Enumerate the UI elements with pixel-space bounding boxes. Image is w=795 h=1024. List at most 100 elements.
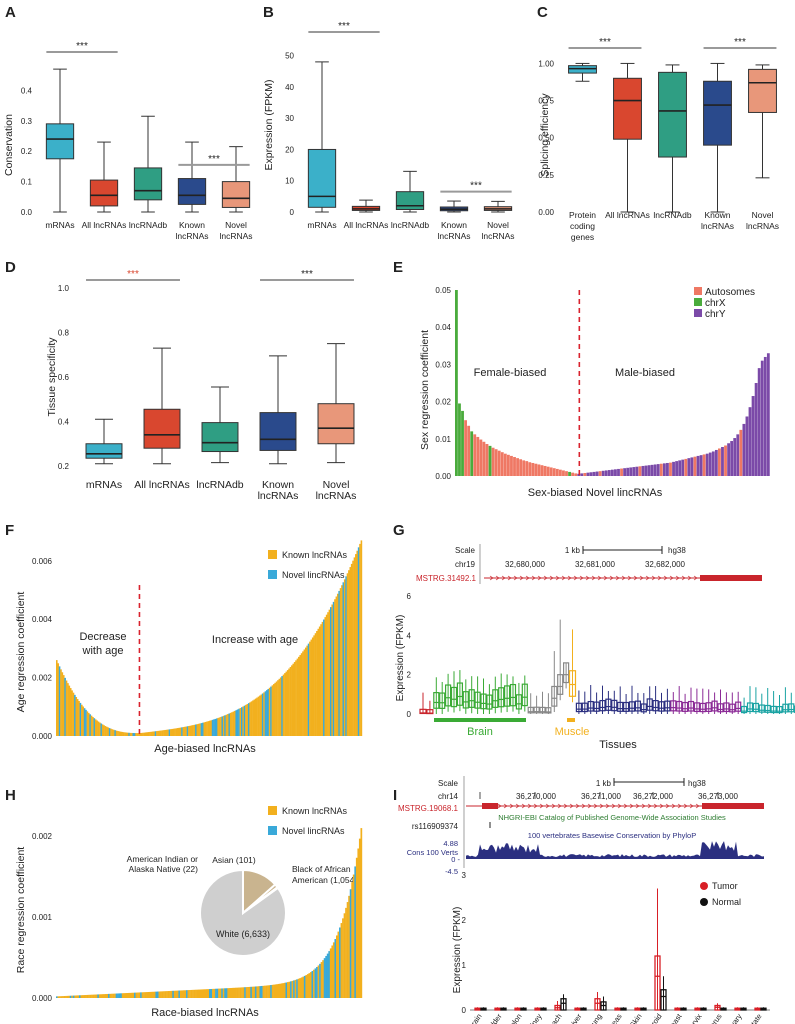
e-bar-male [617,468,620,476]
panel-e-sex-biased-bars: Sex regression coefficient Sex-biased No… [419,286,770,499]
e-bar-female [455,290,458,476]
f-bar [75,696,78,736]
legend-label-novel-lincrnas-h: Novel lincRNAs [282,826,345,836]
g-box [433,692,440,709]
i-tissue-label: Lung [587,1012,604,1024]
h-bar [345,907,347,998]
h-xlabel: Race-biased lncRNAs [151,1007,259,1019]
f-bar [231,712,233,736]
h-bar [348,895,350,998]
g-box [605,698,612,711]
e-bar-male [656,464,660,476]
h-bar [108,993,110,998]
f-bar [60,669,62,736]
h-bar [279,983,282,998]
f-bar [62,675,65,736]
h-bar [160,991,162,998]
f-bar [316,631,318,736]
g-box [646,698,653,711]
f-bar [204,721,207,736]
h-bar [290,981,292,998]
i-chrom: chr14 [438,792,459,801]
i-intron-chevron [533,803,538,809]
f-bar [346,573,349,736]
f-bar [257,696,260,736]
e-bar-male [766,353,770,476]
category-label: genes [571,232,594,242]
category-label: Novel [323,479,350,491]
h-bar [80,995,83,998]
e-bar-male [724,445,727,476]
e-ytick-label: 0.00 [435,472,451,481]
category-label: Known [262,479,294,491]
f-bar [355,554,357,736]
h-bar [179,990,182,998]
f-bar [261,693,264,736]
g-box [687,700,695,712]
category-label: Novel [752,210,774,220]
e-bar-male [721,446,724,476]
e-bar-male [681,459,685,476]
e-bar-male [763,356,767,476]
f-bar [160,730,162,736]
h-bar [294,979,297,998]
h-bar [144,992,147,998]
f-bar [67,683,69,736]
h-bar [72,995,75,998]
box-c-3 [703,80,732,146]
e-bar-female [571,472,575,476]
h-bar [331,945,334,998]
f-bar [222,715,225,736]
i-intron-chevron [605,803,610,809]
e-bar-female [522,460,526,476]
legend-swatch-chry [694,309,702,317]
f-region-increase: Increase with age [212,634,298,646]
legend-label-tumor: Tumor [712,881,738,891]
h-bar [166,991,168,998]
h-bar [339,927,341,998]
g-box [788,703,795,713]
h-bar [215,988,217,998]
f-bar [266,690,268,736]
i-intron-chevron [689,803,694,809]
g-intron-chevron [669,575,674,581]
i-tissue-label: Ovary [725,1012,744,1024]
f-bar [202,722,204,736]
f-bar [211,719,214,736]
e-bar-female [494,449,498,476]
f-bar [90,715,93,736]
f-bar [313,635,315,736]
i-tissue-label: Uterus [704,1012,724,1024]
i-intron-chevron [641,803,646,809]
e-bar-male [614,469,617,476]
h-bar [59,996,61,998]
category-label: All lncRNAs [134,479,189,491]
a-ytick-label: 0.3 [21,117,33,126]
i-tissue-label: Skin [628,1012,644,1024]
g-intron-chevron [567,575,572,581]
legend-label-known-lncrnas-h: Known lncRNAs [282,806,348,816]
i-ytick-label: 2 [462,916,467,925]
g-box [527,706,534,714]
h-bar [130,992,133,998]
f-bar [177,728,179,736]
g-box [617,701,624,712]
g-coord-1: 32,680,000 [505,560,546,569]
e-bar-male [687,458,691,476]
g-box [480,693,487,710]
i-cons-max: 4.88 [443,839,458,848]
box-a-3 [177,178,207,205]
f-bar [99,722,101,736]
i-exon-2 [702,803,764,809]
g-box [628,701,636,712]
h-bar [360,828,363,998]
e-bar-male [760,360,764,476]
i-intron-chevron [497,803,502,809]
significance-label: *** [338,21,350,32]
box-a-0 [45,123,75,160]
a-ytick-label: 0.4 [21,86,33,95]
e-bar-female [562,470,565,476]
e-bar-male [607,470,611,476]
f-bar [89,714,91,736]
e-bar-male [592,471,596,476]
